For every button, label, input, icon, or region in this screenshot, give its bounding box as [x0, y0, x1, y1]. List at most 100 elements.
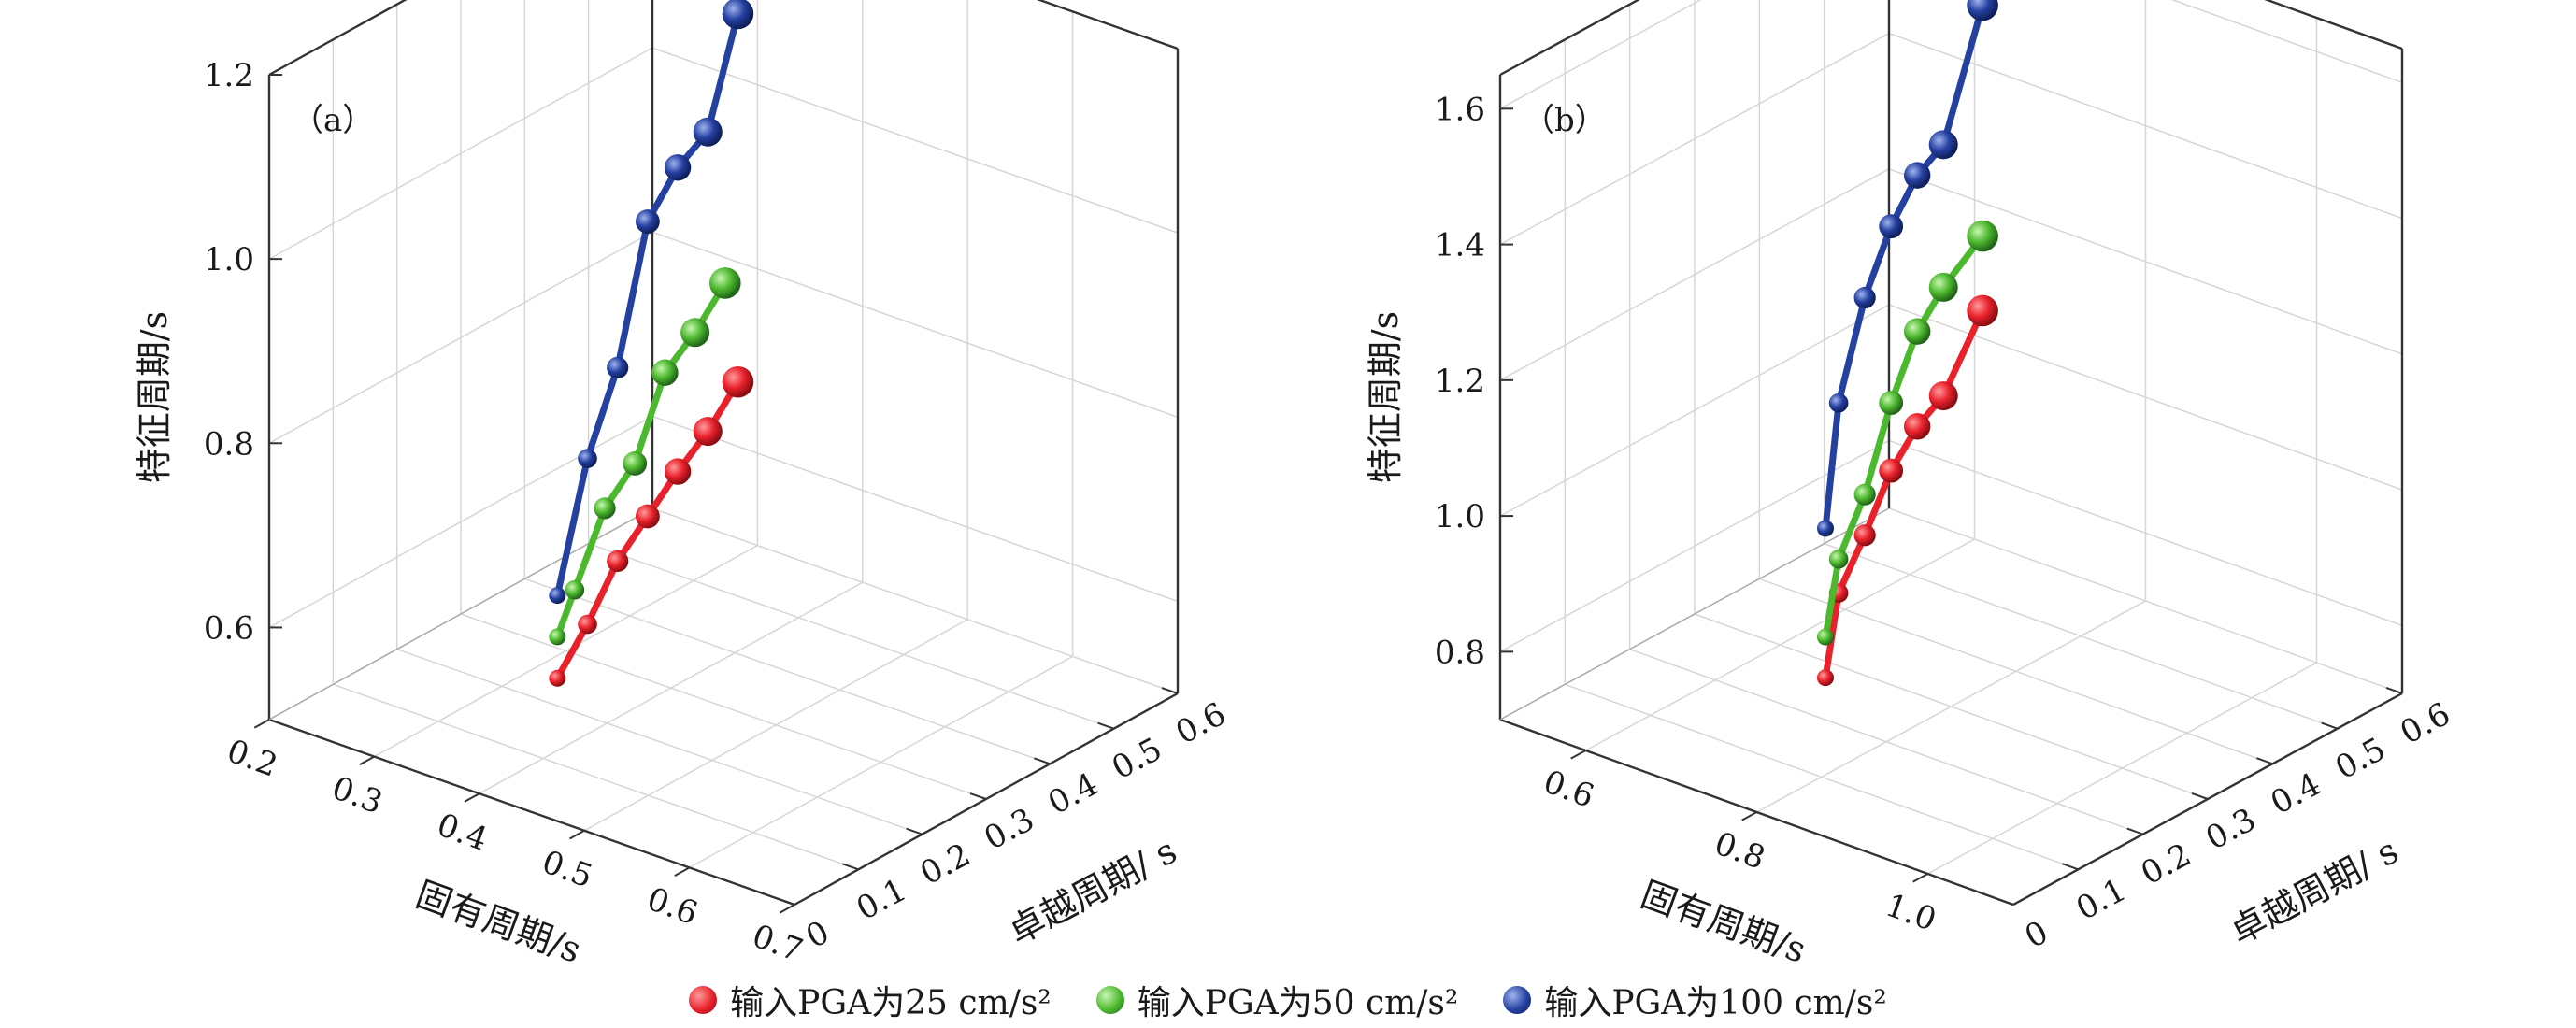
floor-edge [1499, 507, 1890, 721]
z-axis-label: 特征周期/s [134, 311, 175, 483]
data-point [722, 0, 754, 30]
y-tick-label: 0 [2019, 914, 2054, 956]
z-tick-label: 1.2 [204, 57, 254, 94]
y-tick [2191, 792, 2209, 800]
z-axis-label: 特征周期/s [1365, 311, 1406, 483]
data-point [1967, 220, 1998, 252]
data-point [1928, 130, 1958, 160]
y-tick [1034, 757, 1051, 765]
y-tick-label: 0 [800, 914, 836, 956]
data-point [1903, 318, 1931, 345]
gridline-y [1629, 648, 2143, 835]
gridline-z [651, 47, 1179, 234]
y-tick [2385, 686, 2403, 694]
gridline-z [651, 415, 1179, 603]
y-tick [2126, 827, 2144, 835]
gridline-y [1694, 613, 2209, 800]
data-point [1879, 391, 1904, 415]
z-tick-label: 1.6 [1435, 91, 1485, 128]
x-tick-label: 0.4 [432, 807, 492, 859]
x-tick-label: 1.0 [1881, 887, 1940, 939]
legend-label-pga-25: 输入PGA为25 cm/s² [730, 984, 1052, 1022]
z-tick-label: 0.6 [204, 609, 254, 647]
y-tick-label: 0.3 [2200, 801, 2263, 858]
z-tick-label: 1.0 [204, 241, 254, 278]
gridline-y [396, 648, 923, 835]
z-tick-label: 0.8 [1435, 634, 1485, 671]
gridline-y [651, 507, 1179, 694]
legend-label-pga-50: 输入PGA为50 cm/s² [1137, 984, 1459, 1022]
y-tick-label: 0.4 [2265, 765, 2327, 822]
data-point [708, 267, 741, 299]
data-point [651, 359, 679, 386]
data-point [607, 550, 629, 572]
data-point [635, 504, 660, 529]
legend-label-pga-100: 输入PGA为100 cm/s² [1544, 984, 1887, 1022]
gridline-y [1888, 507, 2403, 694]
y-tick [2062, 863, 2079, 871]
legend-marker-green [1095, 986, 1124, 1014]
y-tick-label: 0.1 [851, 871, 913, 928]
data-point [565, 579, 585, 600]
gridline-y [460, 613, 987, 800]
data-point [549, 587, 566, 605]
data-point [693, 117, 723, 147]
data-point [680, 318, 710, 348]
y-tick [2321, 721, 2339, 730]
z-tick-label: 1.0 [1435, 498, 1485, 535]
box-edge [2264, 0, 2403, 50]
x-tick-label: 0.6 [642, 880, 702, 933]
x-tick [253, 719, 270, 729]
data-point [1967, 0, 1998, 21]
y-tick-label: 0.4 [1042, 765, 1105, 822]
data-point [1853, 286, 1876, 309]
x-tick [1741, 811, 1757, 821]
y-tick-label: 0.1 [2070, 871, 2133, 928]
y-tick [2256, 757, 2273, 765]
panel-label: （a） [292, 102, 374, 139]
data-point [1816, 520, 1834, 537]
x-tick [1570, 750, 1586, 760]
y-tick-label: 0.5 [1106, 731, 1168, 788]
x-tick [464, 792, 480, 803]
data-point [1903, 162, 1931, 189]
data-point [722, 365, 754, 398]
data-point [1828, 549, 1849, 569]
data-point [1853, 483, 1876, 506]
gridline-y [524, 578, 1051, 765]
x-tick [674, 866, 691, 877]
data-point [635, 209, 660, 234]
box-edge [1499, 0, 1640, 77]
x-tick [779, 904, 795, 914]
y-axis-label: 卓越周期/ s [1002, 830, 1183, 952]
x-tick [1912, 873, 1928, 883]
gridline-z [651, 231, 1179, 418]
data-point [1967, 294, 1998, 327]
legend-marker-blue [1503, 986, 1532, 1014]
data-point [664, 458, 692, 485]
data-point [664, 154, 692, 181]
legend: 输入PGA为25 cm/s² 输入PGA为50 cm/s² 输入PGA为100 … [0, 977, 2576, 1023]
y-tick [778, 898, 795, 906]
data-point [693, 417, 723, 447]
data-point [578, 614, 597, 635]
box-edge [1036, 0, 1179, 50]
data-point [623, 451, 648, 476]
y-tick [1097, 721, 1114, 730]
box-edge [268, 718, 795, 907]
y-tick-label: 0.6 [2395, 695, 2457, 752]
data-point [1903, 413, 1931, 440]
data-point [607, 356, 629, 378]
x-tick-label: 0.7 [748, 918, 808, 970]
panel-a: 0.60.81.01.20.20.30.40.50.60.700.10.20.3… [134, 0, 1232, 971]
y-tick [1996, 897, 2014, 906]
x-tick-label: 0.5 [537, 843, 597, 895]
y-tick-label: 0.6 [1170, 695, 1233, 752]
data-point [1828, 393, 1849, 413]
x-tick [568, 829, 585, 840]
box-edge [268, 0, 408, 77]
legend-item-pga-50: 输入PGA为50 cm/s² [1095, 976, 1459, 1024]
z-tick-label: 0.8 [204, 425, 254, 463]
panel-label: （b） [1523, 102, 1607, 139]
